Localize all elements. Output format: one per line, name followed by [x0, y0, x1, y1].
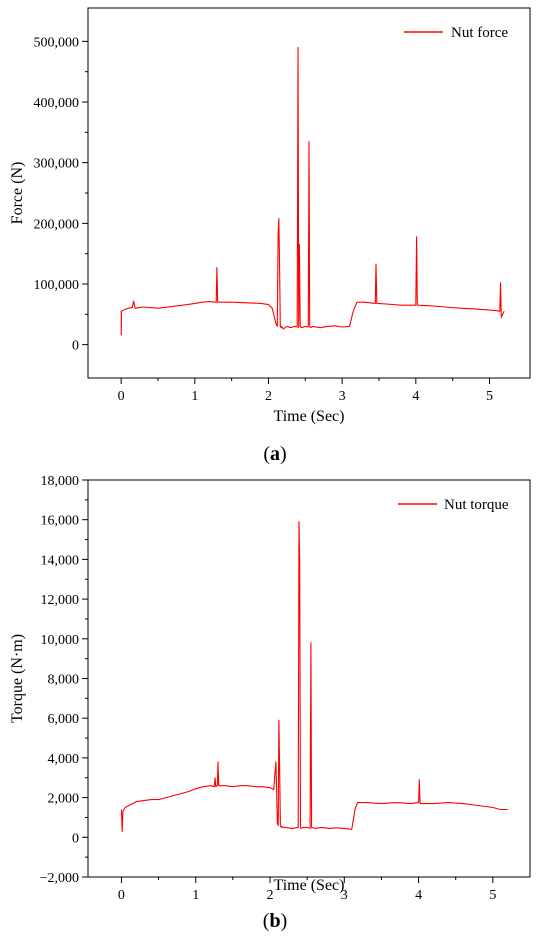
chart-a-x-tick-label: 2 [265, 389, 272, 404]
nut-force-chart: 0 1 2 3 4 5 0 100,000 200,000 300,000 400,000 500,0… [9, 7, 531, 465]
chart-b-y-tick-label: 8,000 [48, 673, 80, 688]
chart-b-x-tick-label: 1 [192, 888, 199, 903]
chart-a-series-line-0 [120, 46, 505, 336]
chart-b-x-tick-label: 0 [118, 888, 125, 903]
chart-b-series-line-0 [120, 521, 508, 832]
chart-b-x-tick-label: 4 [415, 888, 422, 903]
chart-b-caption-part: ) [281, 910, 288, 932]
chart-a-y-tick-label: 300,000 [34, 157, 80, 172]
chart-b-legend-label: Nut torque [444, 497, 509, 513]
chart-b-y-tick-label: 4,000 [48, 752, 80, 767]
chart-b-y-axis-title: Torque (N·m) [9, 634, 26, 723]
chart-a-caption-part: ( [263, 443, 270, 465]
chart-b-plot-frame [87, 479, 531, 878]
chart-b-y-tick-label: 14,000 [41, 553, 80, 568]
chart-b-y-tick-label: 18,000 [41, 474, 80, 489]
chart-a-x-tick-label: 1 [191, 389, 198, 404]
nut-torque-chart: 0 1 2 3 4 5 −2,000 0 2,000 4,000 6,000 8,000 10,000 1… [9, 474, 531, 932]
chart-a-x-axis-title: Time (Sec) [274, 408, 345, 425]
chart-a-x-tick-label: 3 [339, 389, 346, 404]
chart-b-x-tick-label: 5 [489, 888, 496, 903]
chart-b-y-tick-label: 10,000 [41, 633, 80, 648]
chart-a-y-tick-label: 200,000 [34, 217, 80, 232]
chart-b-y-tick-label: 2,000 [48, 792, 80, 807]
chart-b-panel-caption: (b) [263, 910, 287, 932]
chart-a-y-tick-label: 500,000 [34, 35, 80, 50]
chart-b-caption-part: ( [263, 910, 270, 932]
chart-b-x-tick-label: 3 [341, 888, 348, 903]
chart-a-y-tick-label: 100,000 [34, 278, 80, 293]
chart-a-x-tick-label: 5 [486, 389, 493, 404]
chart-a-caption-part: ) [280, 443, 287, 465]
chart-a-x-tick-label: 4 [412, 389, 419, 404]
chart-b-x-tick-label: 2 [267, 888, 274, 903]
chart-a-y-axis-title: Force (N) [9, 162, 26, 225]
chart-b-y-tick-label: 6,000 [48, 712, 80, 727]
chart-a-y-tick-label: 400,000 [34, 96, 80, 111]
chart-b-x-axis-title: Time (Sec) [274, 877, 345, 894]
chart-a-legend-label: Nut force [451, 25, 508, 41]
chart-b-caption-part: b [269, 910, 280, 932]
chart-b-y-tick-label: −2,000 [40, 871, 79, 886]
chart-a-caption-part: a [270, 443, 280, 465]
chart-b-y-tick-label: 0 [72, 831, 79, 846]
chart-b-y-tick-label: 16,000 [41, 514, 80, 529]
chart-a-panel-caption: (a) [263, 443, 286, 465]
chart-a-x-tick-label: 0 [118, 389, 125, 404]
chart-a-y-tick-label: 0 [72, 339, 79, 354]
chart-b-y-tick-label: 12,000 [41, 593, 80, 608]
